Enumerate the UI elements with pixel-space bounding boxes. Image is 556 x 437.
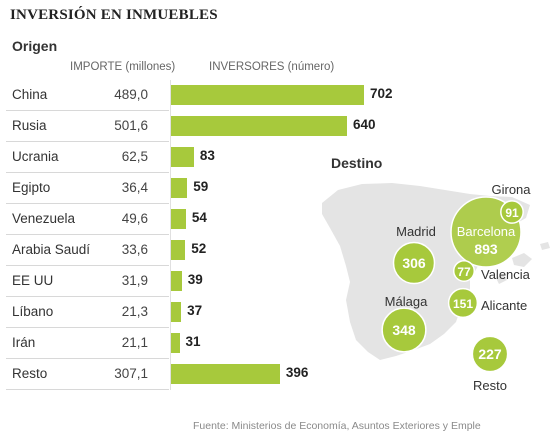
- origin-label: Origen: [12, 38, 58, 54]
- country-label: Irán: [12, 335, 36, 350]
- origin-row: EE UU 31,9 39: [0, 266, 420, 297]
- destino-city-label: Barcelona: [457, 224, 516, 239]
- mallorca-shape: [512, 253, 532, 267]
- inversores-value-label: 39: [187, 272, 203, 287]
- origin-rows: China 489,0 702 Rusia 501,6 640 Ucrania 62,5 83 E…: [0, 80, 420, 390]
- country-label: Resto: [12, 366, 48, 381]
- destino-bubble: [392, 241, 436, 285]
- inversores-value-label: 59: [193, 179, 209, 194]
- destino-city-label: Madrid: [396, 224, 436, 239]
- destino-city-label: Resto: [473, 378, 507, 393]
- inversores-bar: [171, 116, 347, 136]
- destino-value-label: 348: [392, 322, 416, 338]
- destino-bubbles: 91 Girona 893 Barcelona 306 Madrid 77 Valencia 1…: [381, 182, 531, 393]
- destino-value-label: 77: [457, 265, 471, 279]
- inversores-bar: [171, 209, 186, 229]
- country-label: Ucrania: [12, 149, 59, 164]
- row-divider: [6, 234, 169, 235]
- destino-value-label: 227: [478, 346, 502, 362]
- inversores-value-label: 37: [187, 303, 203, 318]
- row-divider: [6, 296, 169, 297]
- country-label: Venezuela: [12, 211, 76, 226]
- importe-column-header: IMPORTE (millones): [70, 61, 176, 73]
- origin-row: Irán 21,1 31: [0, 328, 420, 359]
- inversores-value-label: 31: [185, 334, 201, 349]
- destino-value-label: 893: [474, 241, 498, 257]
- menorca-shape: [540, 242, 550, 250]
- origin-row: Rusia 501,6 640: [0, 111, 420, 142]
- importe-value: 62,5: [121, 149, 148, 164]
- destino-bubble: [471, 335, 509, 373]
- importe-value: 31,9: [121, 273, 148, 288]
- destino-value-label: 91: [505, 206, 519, 220]
- origin-row: Líbano 21,3 37: [0, 297, 420, 328]
- inversores-bar: [171, 85, 364, 105]
- inversores-bar: [171, 333, 180, 353]
- origin-row: Ucrania 62,5 83: [0, 142, 420, 173]
- destino-value-label: 306: [402, 255, 426, 271]
- inversores-value-label: 54: [191, 210, 207, 225]
- country-label: EE UU: [12, 273, 54, 288]
- row-divider: [6, 265, 169, 266]
- country-label: Rusia: [12, 118, 47, 133]
- country-label: Arabia Saudí: [12, 242, 91, 257]
- inversores-value-label: 52: [191, 241, 207, 256]
- country-label: Egipto: [12, 180, 51, 195]
- row-divider: [6, 141, 169, 142]
- importe-value: 501,6: [114, 118, 148, 133]
- inversores-value-label: 83: [199, 148, 215, 163]
- destino-bubble: [452, 259, 476, 283]
- row-divider: [6, 172, 169, 173]
- importe-value: 307,1: [114, 366, 148, 381]
- inversores-bar: [171, 364, 280, 384]
- origin-row: Arabia Saudí 33,6 52: [0, 235, 420, 266]
- chart-title: INVERSIÓN EN INMUEBLES: [10, 7, 218, 23]
- destino-value-label: 151: [453, 297, 473, 311]
- inversores-bar: [171, 271, 182, 291]
- row-divider: [6, 389, 169, 390]
- importe-value: 49,6: [121, 211, 148, 226]
- bar-baseline: [170, 80, 171, 390]
- importe-value: 21,1: [121, 335, 148, 350]
- inversores-value-label: 640: [352, 117, 376, 132]
- row-divider: [6, 110, 169, 111]
- destino-title: Destino: [331, 155, 382, 171]
- inversores-value-label: 702: [370, 86, 393, 101]
- importe-value: 33,6: [121, 242, 148, 257]
- source-note: Fuente: Ministerios de Economía, Asuntos…: [193, 420, 481, 432]
- importe-value: 36,4: [121, 180, 148, 195]
- inversores-bar: [171, 178, 188, 198]
- origin-row: China 489,0 702: [0, 80, 420, 111]
- importe-value: 489,0: [114, 87, 148, 102]
- country-label: China: [12, 87, 48, 102]
- row-divider: [6, 327, 169, 328]
- ibiza-shape: [496, 274, 507, 284]
- inversores-bar: [171, 302, 182, 322]
- inversores-bar: [171, 240, 186, 260]
- inversores-column-header: INVERSORES (número): [209, 61, 335, 73]
- row-divider: [6, 203, 169, 204]
- destino-city-label: Girona: [491, 182, 531, 197]
- destino-city-label: Málaga: [385, 294, 428, 309]
- destino-bubble: [381, 307, 427, 353]
- country-label: Líbano: [12, 304, 54, 319]
- destino-bubble: [447, 287, 479, 319]
- destino-bubble: [500, 200, 524, 224]
- destino-city-label: Valencia: [481, 267, 531, 282]
- destino-city-label: Alicante: [481, 298, 527, 313]
- inversores-value-label: 396: [285, 365, 309, 380]
- origin-row: Resto 307,1 396: [0, 359, 420, 390]
- inversores-bar: [171, 147, 194, 167]
- origin-row: Egipto 36,4 59: [0, 173, 420, 204]
- row-divider: [6, 358, 169, 359]
- importe-value: 21,3: [121, 304, 148, 319]
- origin-row: Venezuela 49,6 54: [0, 204, 420, 235]
